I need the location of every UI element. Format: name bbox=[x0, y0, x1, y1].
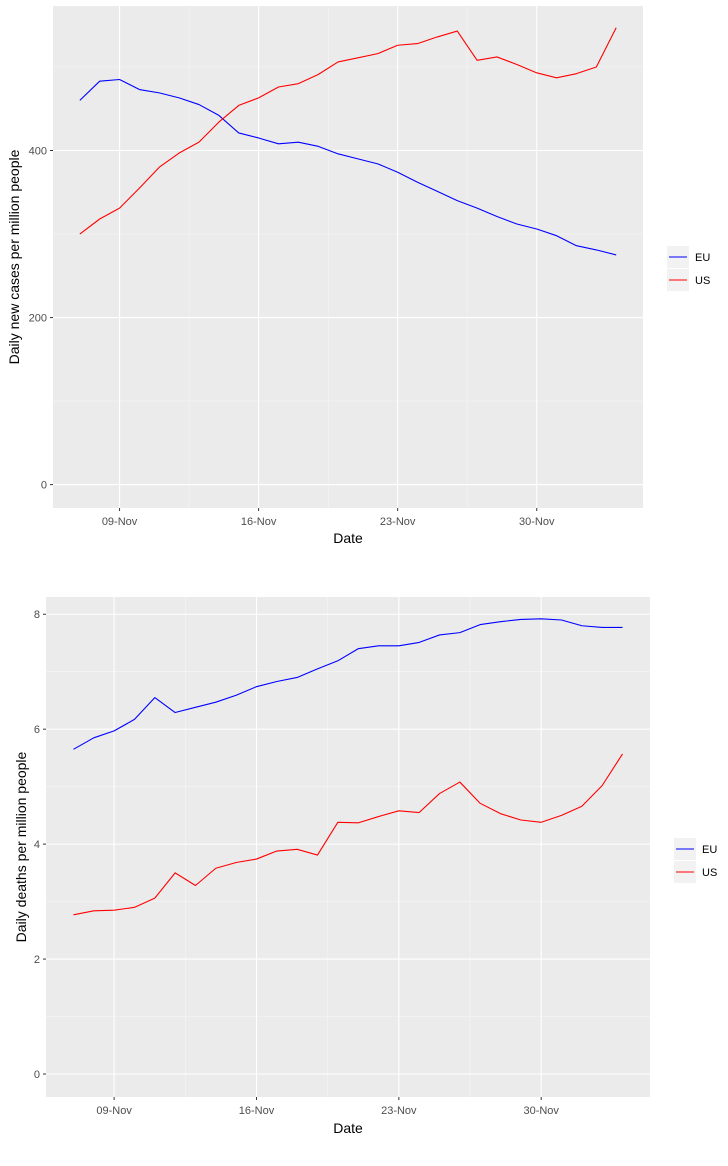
legend-label-eu: EU bbox=[695, 252, 710, 264]
x-tick-label: 30-Nov bbox=[523, 1105, 559, 1117]
y-tick-label: 2 bbox=[34, 954, 40, 966]
y-tick-label: 6 bbox=[34, 724, 40, 736]
series-line-eu bbox=[73, 618, 623, 750]
x-axis-title: Date bbox=[333, 530, 363, 546]
legend-label-us: US bbox=[695, 275, 710, 287]
x-tick-label: 16-Nov bbox=[241, 516, 277, 528]
x-tick-label: 09-Nov bbox=[96, 1105, 132, 1117]
y-axis-title: Daily new cases per million people bbox=[6, 149, 22, 364]
x-axis-title: Date bbox=[333, 1120, 363, 1136]
x-tick-label: 23-Nov bbox=[380, 516, 416, 528]
series-line-us bbox=[79, 27, 617, 235]
deaths-chart: 0 2 4 6 8 09-Nov 16-Nov 23-Nov 30-Nov Date Daily d… bbox=[13, 597, 717, 1136]
plot-panel bbox=[53, 6, 643, 508]
y-tick-label: 8 bbox=[34, 609, 40, 621]
y-axis-title: Daily deaths per million people bbox=[13, 751, 29, 942]
x-tick-label: 09-Nov bbox=[102, 516, 138, 528]
y-tick-label: 0 bbox=[41, 480, 47, 492]
series-line-us bbox=[73, 753, 624, 916]
y-tick-label: 0 bbox=[34, 1069, 40, 1081]
x-tick-label: 16-Nov bbox=[239, 1105, 275, 1117]
plot-panel bbox=[46, 597, 650, 1097]
x-tick-label: 30-Nov bbox=[519, 516, 555, 528]
y-tick-label: 200 bbox=[29, 313, 47, 325]
cases-chart: 0 200 400 09-Nov 16-Nov 23-Nov 30-Nov Date Daily… bbox=[6, 6, 710, 546]
series-line-eu bbox=[79, 78, 617, 256]
y-tick-label: 4 bbox=[34, 839, 40, 851]
legend-label-us: US bbox=[702, 867, 717, 879]
x-tick-label: 23-Nov bbox=[381, 1105, 417, 1117]
y-tick-label: 400 bbox=[29, 146, 47, 158]
legend-label-eu: EU bbox=[702, 844, 717, 856]
